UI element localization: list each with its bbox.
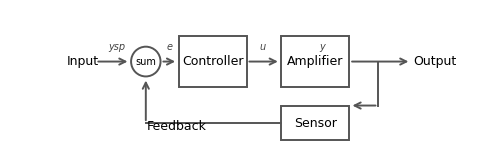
Text: Controller: Controller xyxy=(182,55,244,68)
Text: e: e xyxy=(166,42,172,52)
Text: Sensor: Sensor xyxy=(294,116,337,130)
Text: Output: Output xyxy=(413,55,457,68)
Bar xyxy=(282,106,349,140)
Text: Amplifier: Amplifier xyxy=(287,55,344,68)
Text: y: y xyxy=(320,42,325,52)
Text: u: u xyxy=(260,42,266,52)
Bar xyxy=(282,36,349,87)
Text: ysp: ysp xyxy=(108,42,126,52)
Bar xyxy=(179,36,246,87)
Text: sum: sum xyxy=(136,57,156,67)
Text: Input: Input xyxy=(66,55,98,68)
Text: Feedback: Feedback xyxy=(147,120,207,133)
